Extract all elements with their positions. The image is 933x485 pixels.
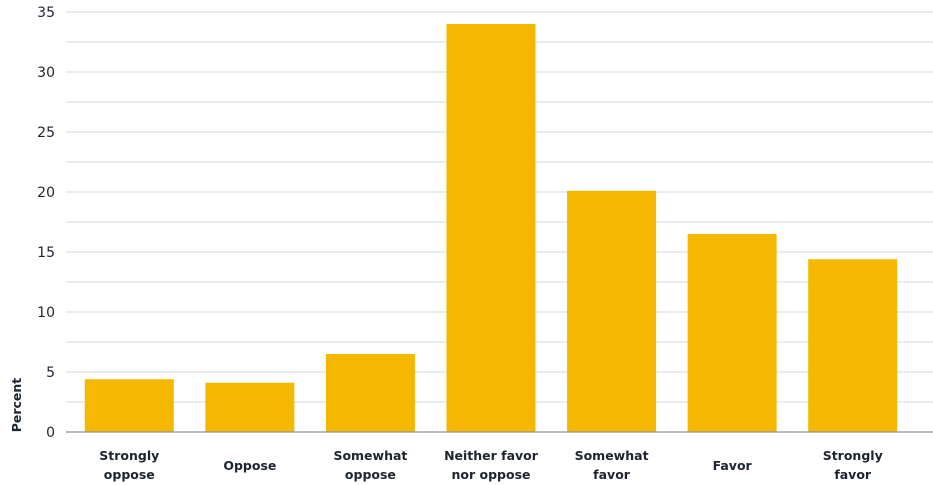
bar: [446, 24, 536, 432]
y-tick-label: 0: [46, 425, 55, 441]
y-tick-label: 35: [37, 5, 55, 21]
bar: [567, 190, 657, 432]
y-tick-label: 20: [37, 185, 55, 201]
y-tick-label: 30: [37, 65, 55, 81]
x-tick-label: Somewhat oppose: [333, 448, 407, 482]
x-tick-label: Neither favor nor oppose: [444, 448, 539, 482]
bar: [687, 234, 777, 432]
y-tick-label: 15: [37, 245, 55, 261]
bar: [325, 354, 415, 432]
bar: [84, 379, 174, 432]
y-tick-label: 10: [37, 305, 55, 321]
y-axis-label: Percent: [9, 378, 24, 433]
x-tick-label: Favor: [713, 458, 753, 473]
bar: [808, 259, 898, 432]
y-tick-label: 25: [37, 125, 55, 141]
y-tick-label: 5: [46, 365, 55, 381]
x-tick-label: Oppose: [223, 458, 276, 473]
x-tick-label: Somewhat favor: [575, 448, 649, 482]
x-axis-labels: Strongly oppose Oppose Somewhat oppose Neithe…: [99, 448, 882, 482]
bar: [205, 382, 295, 432]
bars: [84, 24, 898, 432]
x-tick-label: Strongly oppose: [99, 448, 159, 482]
y-axis-ticks: 0 5 10 15 20 25 30 35: [37, 5, 55, 441]
x-tick-label: Strongly favor: [823, 448, 883, 482]
